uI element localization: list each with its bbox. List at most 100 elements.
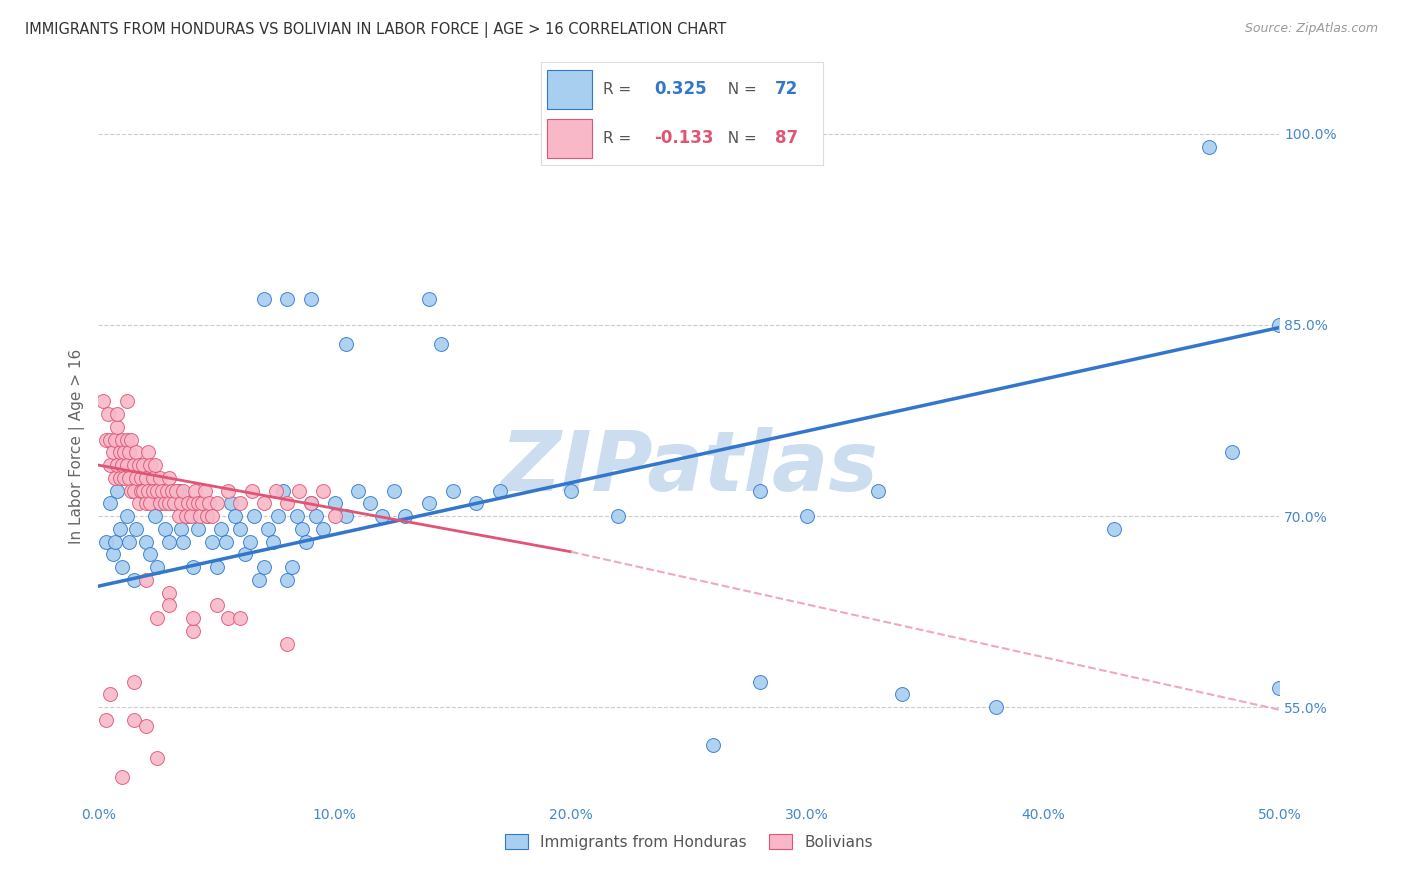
Point [359, 496, 381, 510]
Point [142, 471, 165, 485]
Point [94, 713, 117, 727]
Point [172, 483, 194, 498]
Point [122, 713, 145, 727]
Point [233, 547, 256, 561]
Point [153, 496, 176, 510]
Point [153, 522, 176, 536]
Text: R =: R = [603, 81, 637, 96]
Point [167, 483, 190, 498]
Point [295, 534, 318, 549]
Point [702, 739, 724, 753]
Point [170, 496, 193, 510]
Point [167, 509, 190, 524]
Point [177, 509, 200, 524]
Point [489, 483, 512, 498]
Point [418, 496, 440, 510]
Point [112, 471, 135, 485]
Point [271, 483, 294, 498]
Point [112, 445, 135, 459]
Point [125, 471, 148, 485]
Point [299, 496, 322, 510]
Point [156, 483, 179, 498]
Point [229, 611, 252, 625]
Point [139, 547, 162, 561]
Point [217, 483, 239, 498]
Point [253, 560, 276, 574]
Point [276, 573, 298, 587]
Point [157, 471, 180, 485]
Point [135, 573, 157, 587]
Point [198, 496, 221, 510]
Point [205, 808, 228, 822]
Text: 87: 87 [775, 129, 797, 147]
Point [122, 674, 145, 689]
Point [105, 407, 128, 421]
Point [382, 483, 405, 498]
Point [177, 496, 200, 510]
Point [157, 599, 180, 613]
Point [890, 688, 912, 702]
Point [312, 483, 335, 498]
Point [1102, 522, 1125, 536]
Point [163, 496, 186, 510]
Point [181, 624, 204, 638]
Point [191, 496, 214, 510]
Point [139, 496, 162, 510]
Point [205, 560, 228, 574]
Text: ZIPatlas: ZIPatlas [501, 427, 877, 508]
Point [157, 534, 180, 549]
Point [205, 599, 228, 613]
Point [253, 293, 276, 307]
Point [201, 509, 224, 524]
Point [1198, 139, 1220, 153]
Point [276, 636, 298, 650]
Point [335, 337, 357, 351]
Text: 0.325: 0.325 [654, 80, 706, 98]
Point [219, 496, 242, 510]
Point [394, 509, 416, 524]
Point [149, 496, 172, 510]
Point [115, 458, 138, 472]
Point [299, 496, 322, 510]
Point [105, 483, 128, 498]
Point [184, 483, 207, 498]
Point [347, 483, 370, 498]
Text: -0.133: -0.133 [654, 129, 713, 147]
Point [418, 293, 440, 307]
Point [180, 509, 202, 524]
Point [430, 337, 453, 351]
Point [101, 547, 124, 561]
Point [305, 509, 328, 524]
Point [160, 483, 183, 498]
Point [128, 496, 150, 510]
Point [122, 458, 145, 472]
Point [129, 483, 152, 498]
Point [209, 522, 232, 536]
Point [290, 522, 312, 536]
Point [108, 471, 131, 485]
Point [264, 483, 287, 498]
Point [323, 509, 346, 524]
Point [104, 433, 127, 447]
Text: R =: R = [603, 131, 637, 146]
Point [118, 534, 141, 549]
Point [150, 483, 173, 498]
Point [163, 496, 186, 510]
Point [101, 445, 124, 459]
Text: Source: ZipAtlas.com: Source: ZipAtlas.com [1244, 22, 1378, 36]
Point [132, 458, 155, 472]
Point [984, 808, 1007, 822]
Point [122, 573, 145, 587]
Point [121, 483, 143, 498]
Point [98, 458, 121, 472]
Point [157, 496, 180, 510]
Point [984, 700, 1007, 714]
Point [1268, 318, 1291, 332]
Point [105, 420, 128, 434]
Point [441, 483, 464, 498]
Point [122, 483, 145, 498]
Point [335, 509, 357, 524]
Point [128, 458, 150, 472]
Point [281, 560, 304, 574]
Point [94, 534, 117, 549]
